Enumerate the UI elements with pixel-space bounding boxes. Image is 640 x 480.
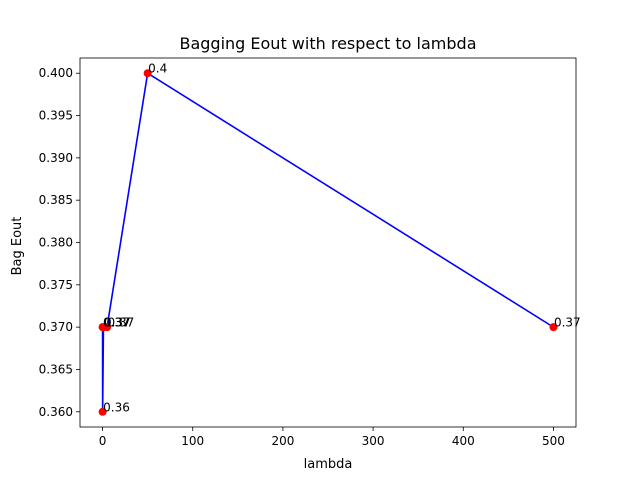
y-tick-label: 0.375 xyxy=(39,278,73,292)
data-point xyxy=(143,69,152,78)
x-tick-label: 0 xyxy=(99,434,107,448)
data-label: 0.37 xyxy=(108,316,135,330)
y-tick-label: 0.380 xyxy=(39,236,73,250)
x-tick-label: 200 xyxy=(271,434,294,448)
x-tick-label: 400 xyxy=(452,434,475,448)
data-label: 0.37 xyxy=(554,316,581,330)
x-tick-label: 300 xyxy=(362,434,385,448)
data-label: 0.36 xyxy=(103,400,130,414)
y-tick-label: 0.365 xyxy=(39,362,73,376)
series-line xyxy=(101,71,554,412)
chart-title: Bagging Eout with respect to lambda xyxy=(179,34,476,53)
data-label: 0.4 xyxy=(148,62,167,76)
data-point xyxy=(98,407,107,416)
y-tick-label: 0.390 xyxy=(39,151,73,165)
y-axis-label: Bag Eout xyxy=(10,217,25,276)
data-label: 0.37 xyxy=(103,316,130,330)
data-point xyxy=(549,323,558,332)
data-point xyxy=(103,323,112,332)
y-tick-label: 0.400 xyxy=(39,66,73,80)
y-tick-label: 0.385 xyxy=(39,193,73,207)
data-label: 0.37 xyxy=(104,316,131,330)
plot-area: 0 100 200 300 400 500 0.360 0.365 0.370 0.375 0.38… xyxy=(39,57,581,448)
plot-frame xyxy=(79,57,577,428)
x-tick-label: 100 xyxy=(181,434,204,448)
y-tick-label: 0.395 xyxy=(39,109,73,123)
y-tick-label: 0.360 xyxy=(39,405,73,419)
y-tick-label: 0.370 xyxy=(39,320,73,334)
x-axis-label: lambda xyxy=(304,457,353,472)
x-tick-label: 500 xyxy=(542,434,565,448)
